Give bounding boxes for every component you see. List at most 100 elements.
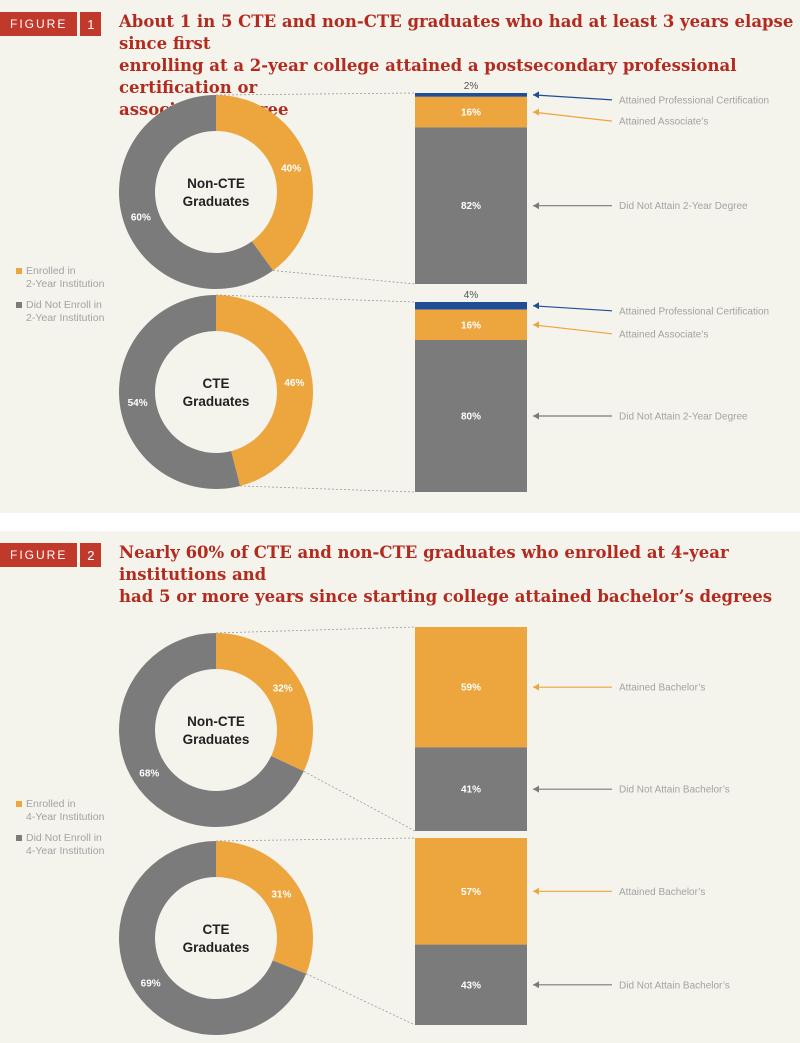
legend-item-enrolled: Enrolled in 4-Year Institution bbox=[16, 798, 104, 824]
annotation-label: Attained Bachelor’s bbox=[619, 887, 705, 898]
legend-label: Did Not Enroll in bbox=[26, 299, 102, 311]
stacked-bar-segment bbox=[415, 838, 527, 945]
figure-2-tag: FIGURE 2 bbox=[0, 543, 102, 567]
figure-1-tag: FIGURE 1 bbox=[0, 12, 102, 36]
donut-center-label: CTE bbox=[203, 922, 230, 937]
arrowhead-icon bbox=[533, 108, 539, 116]
legend-label: 4-Year Institution bbox=[26, 845, 105, 857]
arrowhead-icon bbox=[533, 202, 539, 210]
annotation-label: Attained Associate’s bbox=[619, 329, 708, 340]
legend-label: 2-Year Institution bbox=[26, 278, 105, 290]
legend-swatch-gray bbox=[16, 835, 22, 841]
annotation-label: Did Not Attain Bachelor’s bbox=[619, 980, 730, 991]
stacked-bar-segment bbox=[415, 309, 527, 340]
connector-line bbox=[215, 294, 416, 303]
donut-value-label: 32% bbox=[273, 684, 293, 695]
donut-value-label: 69% bbox=[141, 978, 161, 989]
donut-value-label: 60% bbox=[131, 212, 151, 223]
donut-center-label: Non-CTE bbox=[187, 714, 245, 729]
connector-line bbox=[303, 770, 416, 832]
annotation-label: Attained Bachelor’s bbox=[619, 683, 705, 694]
connector-line bbox=[240, 485, 416, 493]
legend-item-not-enrolled: Did Not Enroll in 2-Year Institution bbox=[16, 299, 104, 325]
annotation-label: Did Not Attain 2-Year Degree bbox=[619, 412, 748, 423]
stacked-bar-segment bbox=[415, 747, 527, 831]
donut-slice-enrolled bbox=[216, 295, 313, 486]
donut-slice-not-enrolled bbox=[118, 633, 304, 827]
connector-line bbox=[215, 626, 416, 634]
annotation-line bbox=[532, 111, 613, 122]
bar-value-label: 16% bbox=[461, 108, 481, 119]
chart-group-0 bbox=[118, 91, 613, 289]
donut-center-label: Graduates bbox=[183, 394, 250, 409]
donut-slice-not-enrolled bbox=[118, 295, 241, 490]
donut-slice-enrolled bbox=[216, 95, 313, 271]
connector-line bbox=[215, 837, 416, 842]
annotation-label: Did Not Attain 2-Year Degree bbox=[619, 201, 748, 212]
donut-value-label: 40% bbox=[281, 164, 301, 175]
figure-1-legend: Enrolled in 2-Year Institution Did Not E… bbox=[16, 265, 104, 333]
legend-label: Did Not Enroll in bbox=[26, 832, 102, 844]
chart-group-2 bbox=[118, 626, 612, 832]
legend-swatch-orange bbox=[16, 801, 22, 807]
figure-number: 2 bbox=[80, 543, 102, 567]
arrowhead-icon bbox=[533, 412, 539, 420]
donut-slice-enrolled bbox=[216, 633, 313, 772]
figure-2-legend: Enrolled in 4-Year Institution Did Not E… bbox=[16, 798, 104, 866]
stacked-bar-segment bbox=[415, 93, 527, 97]
donut-value-label: 54% bbox=[128, 398, 148, 409]
bar-value-label: 82% bbox=[461, 201, 481, 212]
arrowhead-icon bbox=[533, 683, 539, 691]
donut-center-label: Non-CTE bbox=[187, 176, 245, 191]
annotation-label: Attained Associate’s bbox=[619, 117, 708, 128]
arrowhead-icon bbox=[533, 321, 539, 329]
donut-value-label: 31% bbox=[271, 890, 291, 901]
figure-label: FIGURE bbox=[0, 543, 78, 567]
legend-item-enrolled: Enrolled in 2-Year Institution bbox=[16, 265, 104, 291]
stacked-bar-segment bbox=[415, 944, 527, 1025]
annotation-label: Did Not Attain Bachelor’s bbox=[619, 785, 730, 796]
stacked-bar-segment bbox=[415, 302, 527, 310]
legend-swatch-orange bbox=[16, 268, 22, 274]
arrowhead-icon bbox=[533, 981, 539, 989]
title-line: had 5 or more years since starting colle… bbox=[119, 587, 773, 606]
donut-center-label: CTE bbox=[203, 376, 230, 391]
connector-line bbox=[306, 973, 416, 1026]
donut-center-label: Graduates bbox=[183, 940, 250, 955]
annotation-line bbox=[532, 305, 613, 312]
figure-number: 1 bbox=[80, 12, 102, 36]
legend-label: Enrolled in bbox=[26, 798, 76, 810]
arrowhead-icon bbox=[533, 887, 539, 895]
chart-group-1 bbox=[118, 294, 613, 493]
arrowhead-icon bbox=[533, 302, 539, 310]
donut-slice-enrolled bbox=[216, 841, 313, 974]
annotation-line bbox=[532, 324, 613, 335]
bar-value-label: 4% bbox=[464, 290, 479, 301]
donut-center-label: Graduates bbox=[183, 732, 250, 747]
stacked-bar-segment bbox=[415, 340, 527, 492]
annotation-line bbox=[532, 94, 613, 101]
title-line: Nearly 60% of CTE and non-CTE graduates … bbox=[119, 543, 729, 584]
figure-label: FIGURE bbox=[0, 12, 78, 36]
figure-2-title: Nearly 60% of CTE and non-CTE graduates … bbox=[119, 542, 794, 608]
donut-slice-not-enrolled bbox=[118, 841, 307, 1035]
bar-value-label: 41% bbox=[461, 785, 481, 796]
stacked-bar-segment bbox=[415, 96, 527, 128]
bar-value-label: 43% bbox=[461, 980, 481, 991]
bar-value-label: 59% bbox=[461, 683, 481, 694]
bar-value-label: 16% bbox=[461, 320, 481, 331]
arrowhead-icon bbox=[533, 91, 539, 99]
connector-line bbox=[215, 92, 416, 96]
connector-line bbox=[272, 270, 416, 285]
annotation-label: Attained Professional Certification bbox=[619, 306, 769, 317]
bar-value-label: 57% bbox=[461, 887, 481, 898]
legend-label: Enrolled in bbox=[26, 265, 76, 277]
title-line: enrolling at a 2-year college attained a… bbox=[119, 56, 737, 97]
bar-value-label: 2% bbox=[464, 81, 479, 92]
stacked-bar-segment bbox=[415, 127, 527, 284]
title-line: About 1 in 5 CTE and non-CTE graduates w… bbox=[119, 12, 794, 53]
bar-value-label: 80% bbox=[461, 412, 481, 423]
donut-value-label: 68% bbox=[139, 768, 159, 779]
donut-value-label: 46% bbox=[284, 378, 304, 389]
